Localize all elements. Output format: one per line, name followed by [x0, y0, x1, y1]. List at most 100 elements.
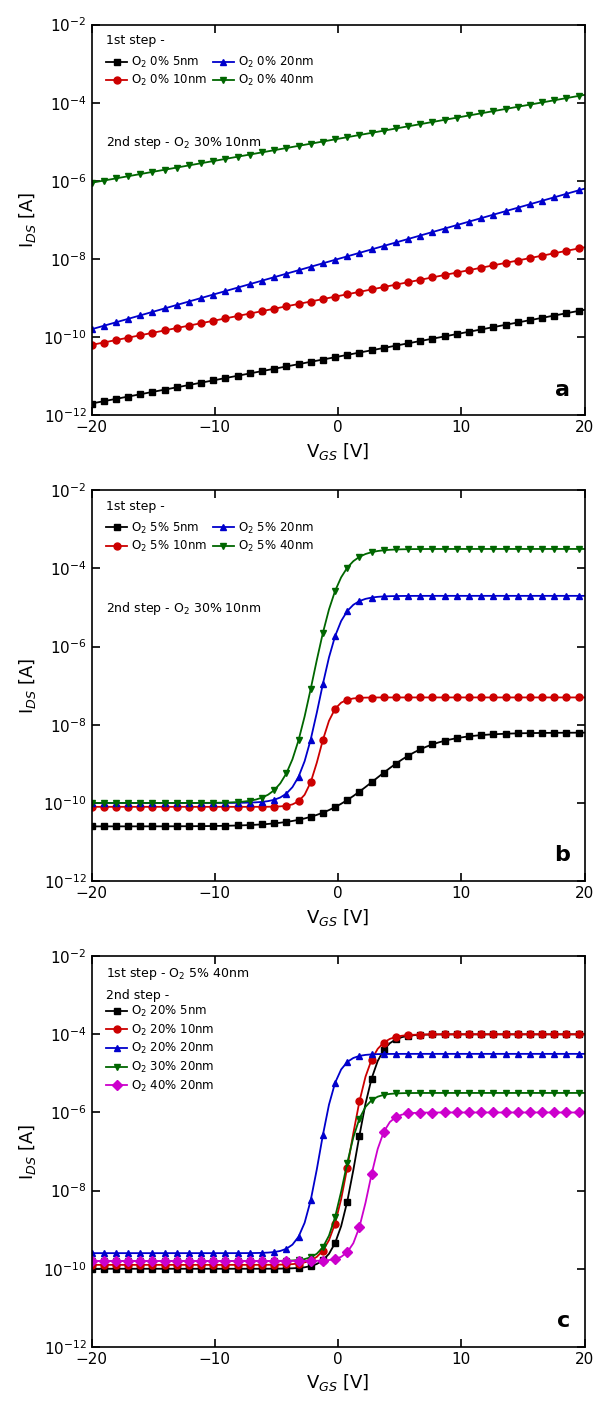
O$_2$ 5% 5nm — [581, 725, 588, 742]
O$_2$ 0% 5nm — [484, 320, 491, 337]
Text: 2nd step - O$_2$ 30% 10nm: 2nd step - O$_2$ 30% 10nm — [106, 599, 262, 616]
Line: O$_2$ 40% 20nm: O$_2$ 40% 20nm — [88, 1110, 588, 1265]
O$_2$ 0% 40nm — [319, 133, 326, 149]
O$_2$ 5% 40nm — [319, 625, 326, 642]
O$_2$ 0% 5nm — [319, 351, 326, 368]
Y-axis label: I$_{DS}$ [A]: I$_{DS}$ [A] — [16, 657, 38, 713]
O$_2$ 0% 20nm — [472, 212, 479, 228]
O$_2$ 20% 5nm — [472, 1026, 479, 1043]
Text: 1st step -: 1st step - — [106, 501, 165, 513]
Line: O$_2$ 5% 40nm: O$_2$ 5% 40nm — [88, 546, 588, 807]
O$_2$ 40% 20nm — [228, 1252, 235, 1269]
O$_2$ 5% 40nm — [228, 794, 235, 811]
O$_2$ 5% 40nm — [222, 794, 229, 811]
O$_2$ 0% 20nm — [222, 282, 229, 299]
O$_2$ 0% 40nm — [484, 104, 491, 121]
O$_2$ 0% 10nm — [581, 238, 588, 255]
Text: c: c — [557, 1311, 570, 1331]
O$_2$ 0% 20nm — [88, 321, 95, 338]
O$_2$ 5% 5nm — [222, 818, 229, 835]
O$_2$ 20% 10nm — [228, 1256, 235, 1273]
Line: O$_2$ 0% 5nm: O$_2$ 0% 5nm — [88, 306, 588, 407]
O$_2$ 5% 40nm — [581, 540, 588, 557]
O$_2$ 20% 20nm — [484, 1045, 491, 1062]
Line: O$_2$ 20% 10nm: O$_2$ 20% 10nm — [88, 1031, 588, 1269]
O$_2$ 30% 20nm — [88, 1252, 95, 1269]
O$_2$ 20% 5nm — [222, 1261, 229, 1277]
O$_2$ 0% 20nm — [484, 207, 491, 224]
Line: O$_2$ 0% 10nm: O$_2$ 0% 10nm — [88, 244, 588, 348]
Line: O$_2$ 5% 10nm: O$_2$ 5% 10nm — [88, 694, 588, 811]
O$_2$ 30% 20nm — [319, 1239, 326, 1256]
O$_2$ 0% 10nm — [472, 261, 479, 278]
O$_2$ 20% 20nm — [222, 1245, 229, 1262]
O$_2$ 20% 20nm — [581, 1045, 588, 1062]
Line: O$_2$ 5% 5nm: O$_2$ 5% 5nm — [88, 729, 588, 830]
O$_2$ 5% 40nm — [88, 794, 95, 811]
O$_2$ 0% 5nm — [472, 321, 479, 338]
O$_2$ 0% 10nm — [228, 309, 235, 326]
Line: O$_2$ 0% 40nm: O$_2$ 0% 40nm — [88, 92, 588, 186]
O$_2$ 5% 5nm — [472, 728, 479, 744]
O$_2$ 5% 20nm — [88, 794, 95, 811]
O$_2$ 0% 40nm — [228, 149, 235, 166]
O$_2$ 5% 40nm — [484, 540, 491, 557]
O$_2$ 30% 20nm — [222, 1252, 229, 1269]
O$_2$ 5% 5nm — [203, 818, 211, 835]
O$_2$ 0% 20nm — [581, 180, 588, 197]
O$_2$ 30% 20nm — [581, 1084, 588, 1101]
O$_2$ 5% 10nm — [472, 689, 479, 706]
O$_2$ 0% 20nm — [203, 288, 211, 305]
O$_2$ 20% 5nm — [581, 1026, 588, 1043]
O$_2$ 20% 10nm — [319, 1242, 326, 1259]
O$_2$ 40% 20nm — [203, 1252, 211, 1269]
O$_2$ 20% 10nm — [472, 1026, 479, 1043]
O$_2$ 5% 10nm — [203, 798, 211, 815]
Line: O$_2$ 30% 20nm: O$_2$ 30% 20nm — [88, 1090, 588, 1265]
Line: O$_2$ 20% 5nm: O$_2$ 20% 5nm — [88, 1031, 588, 1272]
O$_2$ 20% 20nm — [203, 1245, 211, 1262]
O$_2$ 5% 20nm — [222, 794, 229, 811]
O$_2$ 20% 20nm — [472, 1045, 479, 1062]
Y-axis label: I$_{DS}$ [A]: I$_{DS}$ [A] — [16, 192, 38, 248]
Line: O$_2$ 0% 20nm: O$_2$ 0% 20nm — [88, 185, 588, 333]
O$_2$ 5% 40nm — [203, 794, 211, 811]
O$_2$ 0% 40nm — [88, 175, 95, 192]
O$_2$ 0% 10nm — [203, 313, 211, 330]
O$_2$ 0% 5nm — [88, 395, 95, 412]
O$_2$ 5% 5nm — [484, 726, 491, 743]
O$_2$ 20% 10nm — [88, 1256, 95, 1273]
Legend: O$_2$ 5% 5nm, O$_2$ 5% 10nm, O$_2$ 5% 20nm, O$_2$ 5% 40nm: O$_2$ 5% 5nm, O$_2$ 5% 10nm, O$_2$ 5% 20… — [101, 516, 318, 558]
O$_2$ 0% 10nm — [484, 258, 491, 275]
O$_2$ 5% 5nm — [319, 804, 326, 821]
O$_2$ 0% 40nm — [203, 154, 211, 171]
O$_2$ 5% 20nm — [319, 675, 326, 692]
O$_2$ 5% 10nm — [484, 689, 491, 706]
O$_2$ 5% 5nm — [228, 818, 235, 835]
Text: 2nd step -: 2nd step - — [106, 990, 170, 1003]
O$_2$ 5% 40nm — [472, 540, 479, 557]
X-axis label: V$_{GS}$ [V]: V$_{GS}$ [V] — [307, 907, 370, 928]
Text: 2nd step - O$_2$ 30% 10nm: 2nd step - O$_2$ 30% 10nm — [106, 134, 262, 151]
O$_2$ 30% 20nm — [228, 1252, 235, 1269]
O$_2$ 20% 10nm — [581, 1026, 588, 1043]
O$_2$ 40% 20nm — [484, 1104, 491, 1121]
O$_2$ 5% 20nm — [581, 588, 588, 605]
O$_2$ 0% 10nm — [88, 337, 95, 354]
X-axis label: V$_{GS}$ [V]: V$_{GS}$ [V] — [307, 1372, 370, 1393]
O$_2$ 0% 5nm — [581, 302, 588, 319]
O$_2$ 5% 20nm — [472, 588, 479, 605]
O$_2$ 20% 10nm — [203, 1256, 211, 1273]
O$_2$ 5% 10nm — [319, 732, 326, 749]
O$_2$ 5% 10nm — [222, 798, 229, 815]
O$_2$ 20% 20nm — [88, 1245, 95, 1262]
O$_2$ 0% 40nm — [222, 151, 229, 168]
O$_2$ 5% 5nm — [88, 818, 95, 835]
Line: O$_2$ 20% 20nm: O$_2$ 20% 20nm — [88, 1050, 588, 1256]
O$_2$ 0% 40nm — [581, 86, 588, 103]
O$_2$ 20% 10nm — [222, 1256, 229, 1273]
Text: 1st step - O$_2$ 5% 40nm: 1st step - O$_2$ 5% 40nm — [106, 966, 250, 981]
X-axis label: V$_{GS}$ [V]: V$_{GS}$ [V] — [307, 441, 370, 461]
O$_2$ 40% 20nm — [581, 1104, 588, 1121]
Text: 1st step -: 1st step - — [106, 34, 165, 48]
